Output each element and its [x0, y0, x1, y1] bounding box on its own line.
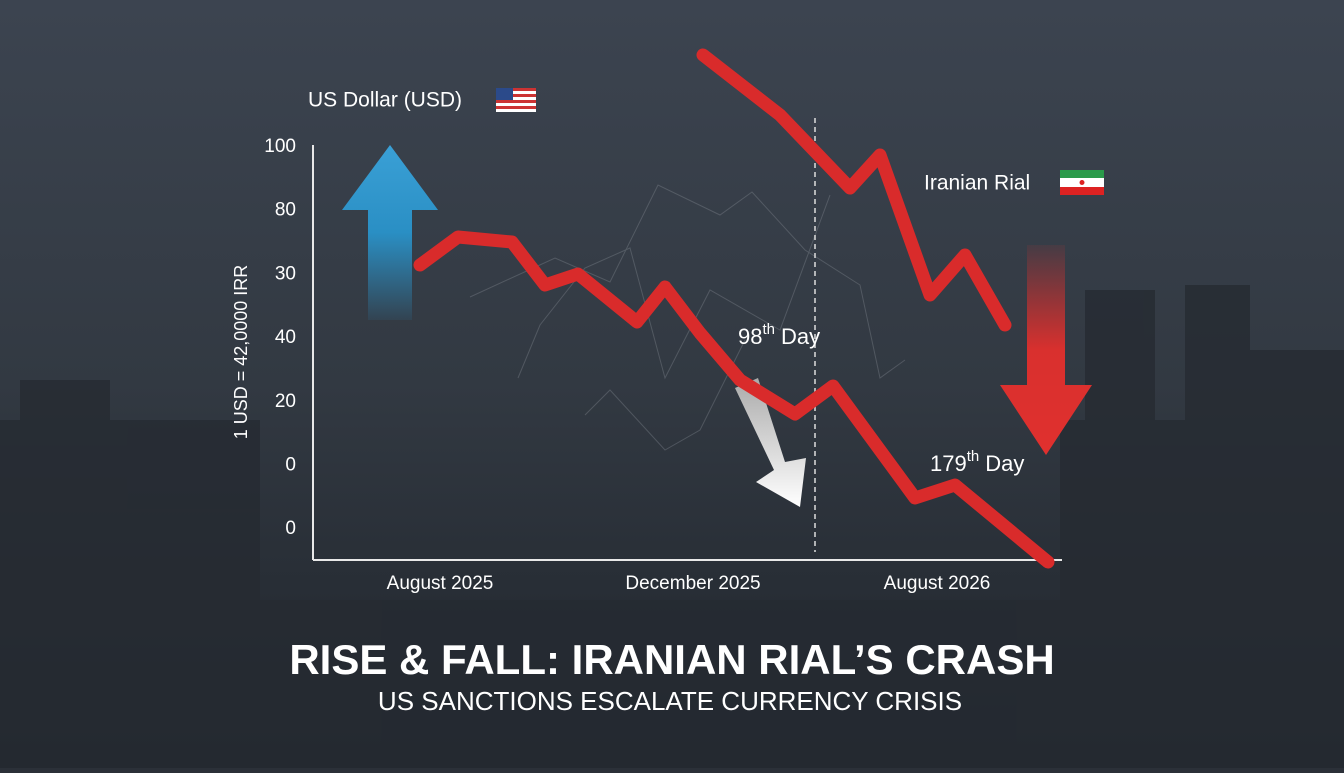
y-tick-label: 20: [275, 391, 296, 412]
annotation-179: 179th Day: [930, 448, 1024, 476]
y-tick-label: 0: [285, 518, 296, 539]
y-tick-label: 80: [275, 200, 296, 221]
y-ticks: 100 80 30 40 20 0 0: [264, 136, 296, 539]
y-tick-label: 100: [264, 136, 296, 157]
city-silhouette: [0, 285, 1344, 768]
title: RISE & FALL: IRANIAN RIAL’S CRASH: [289, 636, 1054, 683]
rial-line: [413, 230, 1055, 569]
annotation-98: 98th Day: [738, 321, 820, 349]
y-tick-label: 40: [275, 327, 296, 348]
y-tick-label: 0: [285, 455, 296, 476]
up-arrow: [342, 145, 438, 320]
rial-line-upper: [696, 48, 1012, 332]
y-tick-label: 30: [275, 263, 296, 284]
down-arrow: [1000, 245, 1092, 455]
legend-usd: US Dollar (USD): [308, 89, 462, 112]
x-ticks: August 2025 December 2025 August 2026: [387, 573, 991, 594]
legend-rial: Iranian Rial: [924, 172, 1030, 195]
iran-flag: [1060, 170, 1104, 195]
x-tick-label: December 2025: [625, 573, 760, 594]
subtitle: US SANCTIONS ESCALATE CURRENCY CRISIS: [378, 686, 962, 716]
white-arrow: [735, 378, 806, 507]
x-tick-label: August 2026: [884, 573, 991, 594]
x-tick-label: August 2025: [387, 573, 494, 594]
us-flag: [496, 88, 536, 112]
y-axis-label: 1 USD = 42,0000 IRR: [231, 265, 251, 440]
